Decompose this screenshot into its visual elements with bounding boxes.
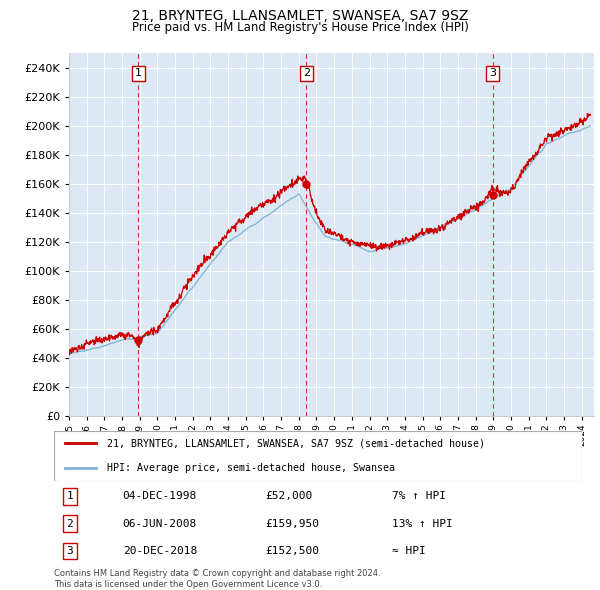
Text: 3: 3 (489, 68, 496, 78)
Text: 1: 1 (67, 491, 73, 502)
Text: Contains HM Land Registry data © Crown copyright and database right 2024.
This d: Contains HM Land Registry data © Crown c… (54, 569, 380, 589)
Text: 7% ↑ HPI: 7% ↑ HPI (392, 491, 446, 502)
Text: 04-DEC-1998: 04-DEC-1998 (122, 491, 197, 502)
Text: 06-JUN-2008: 06-JUN-2008 (122, 519, 197, 529)
FancyBboxPatch shape (54, 431, 582, 481)
Text: 20-DEC-2018: 20-DEC-2018 (122, 546, 197, 556)
Text: 3: 3 (67, 546, 73, 556)
Text: 21, BRYNTEG, LLANSAMLET, SWANSEA, SA7 9SZ: 21, BRYNTEG, LLANSAMLET, SWANSEA, SA7 9S… (132, 9, 468, 23)
Text: 21, BRYNTEG, LLANSAMLET, SWANSEA, SA7 9SZ (semi-detached house): 21, BRYNTEG, LLANSAMLET, SWANSEA, SA7 9S… (107, 438, 485, 448)
Text: 2: 2 (67, 519, 73, 529)
Text: £152,500: £152,500 (265, 546, 319, 556)
Text: Price paid vs. HM Land Registry's House Price Index (HPI): Price paid vs. HM Land Registry's House … (131, 21, 469, 34)
Text: £52,000: £52,000 (265, 491, 313, 502)
Text: 1: 1 (135, 68, 142, 78)
Text: ≈ HPI: ≈ HPI (392, 546, 425, 556)
Text: HPI: Average price, semi-detached house, Swansea: HPI: Average price, semi-detached house,… (107, 463, 395, 473)
Text: £159,950: £159,950 (265, 519, 319, 529)
Text: 13% ↑ HPI: 13% ↑ HPI (392, 519, 452, 529)
Text: 2: 2 (303, 68, 310, 78)
